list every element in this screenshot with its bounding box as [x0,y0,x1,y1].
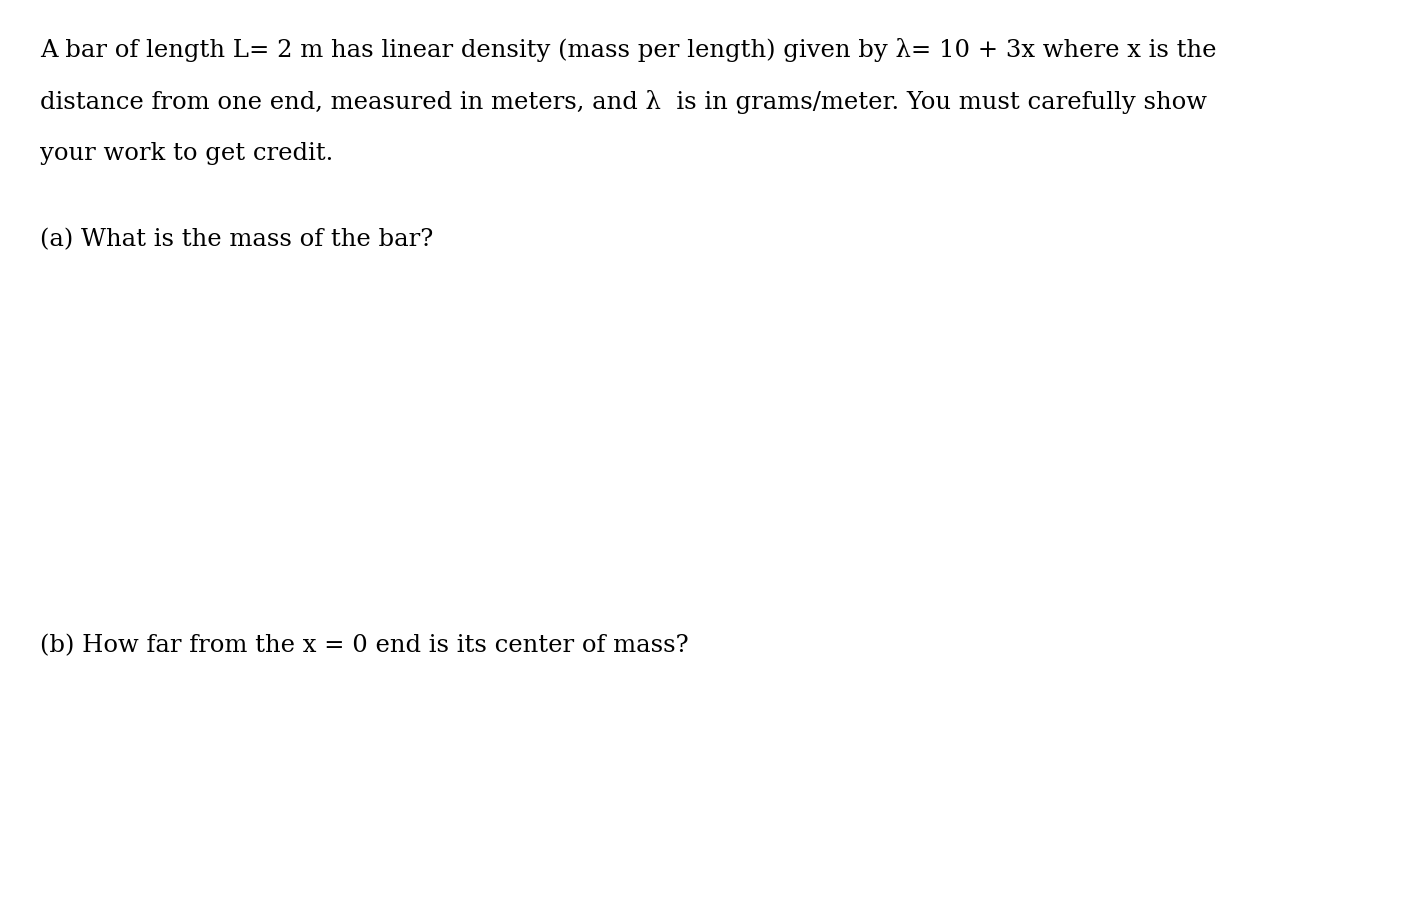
Text: (a) What is the mass of the bar?: (a) What is the mass of the bar? [40,228,433,251]
Text: A bar of length L= 2 m has linear density (mass per length) given by λ= 10 + 3x : A bar of length L= 2 m has linear densit… [40,38,1216,62]
Text: your work to get credit.: your work to get credit. [40,142,333,165]
Text: distance from one end, measured in meters, and λ  is in grams/meter. You must ca: distance from one end, measured in meter… [40,90,1206,114]
Text: (b) How far from the x = 0 end is its center of mass?: (b) How far from the x = 0 end is its ce… [40,634,688,657]
